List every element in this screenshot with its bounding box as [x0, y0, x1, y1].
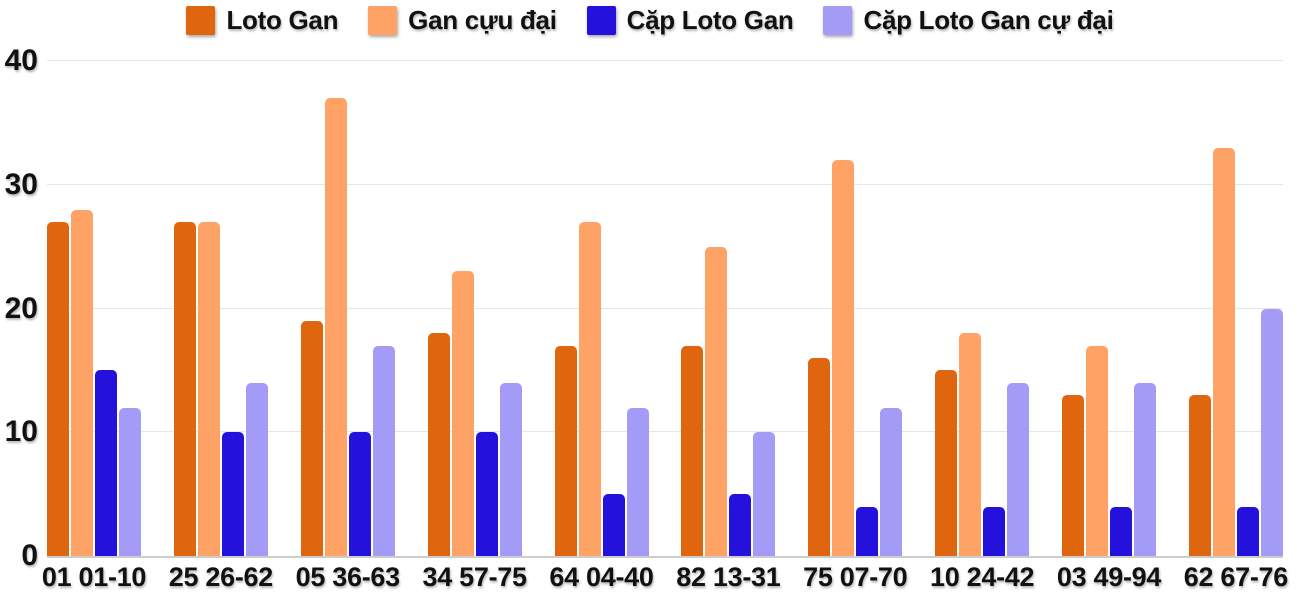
bar-loto-gan[interactable]	[173, 221, 196, 556]
y-axis-tick-label: 30	[4, 167, 38, 201]
bar-cap-loto-gan[interactable]	[348, 432, 371, 556]
y-axis-tick-label: 40	[4, 44, 38, 77]
bar-cap-loto-gan-cu-dai[interactable]	[499, 382, 522, 556]
bar-group	[173, 61, 268, 556]
x-axis-category-label: 75 07-70	[803, 562, 908, 592]
bar-loto-gan[interactable]	[935, 370, 958, 556]
y-axis: 0 10 20 30 40	[0, 46, 38, 571]
bar-cap-loto-gan[interactable]	[221, 432, 244, 556]
bar-gan-cuu-dai[interactable]	[578, 221, 601, 556]
bar-group	[300, 61, 395, 556]
bar-cap-loto-gan[interactable]	[602, 494, 625, 556]
bar-cap-loto-gan[interactable]	[1110, 506, 1132, 556]
bar-cap-loto-gan-cu-dai[interactable]	[626, 407, 649, 556]
x-axis-category-label: 05 36-63	[295, 562, 401, 592]
bar-group	[1062, 61, 1156, 556]
bar-loto-gan[interactable]	[47, 221, 69, 556]
bar-cap-loto-gan-cu-dai[interactable]	[1007, 382, 1030, 556]
chart-legend: Loto Gan Gan cựu đại Cặp Loto Gan Cặp Loto …	[0, 5, 1300, 36]
bar-group	[427, 61, 522, 556]
bar-gan-cuu-dai[interactable]	[705, 246, 728, 556]
bar-group	[681, 61, 776, 556]
bar-cap-loto-gan-cu-dai[interactable]	[245, 382, 268, 556]
bar-loto-gan[interactable]	[1188, 395, 1211, 556]
bar-loto-gan[interactable]	[808, 358, 831, 556]
legend-label: Cặp Loto Gan	[626, 5, 794, 35]
y-axis-tick-label: 0	[21, 539, 38, 572]
x-axis-category-label: 10 24-42	[930, 562, 1035, 592]
bar-group	[935, 61, 1030, 556]
legend-item-loto-gan: Loto Gan	[186, 5, 338, 36]
legend-item-cap-loto-gan: Cặp Loto Gan	[586, 5, 794, 36]
legend-label: Cặp Loto Gan cự đại	[863, 5, 1114, 35]
bar-group	[808, 61, 903, 556]
bar-loto-gan[interactable]	[554, 345, 577, 556]
legend-label: Loto Gan	[226, 5, 339, 35]
x-axis-category-label: 82 13-31	[676, 562, 781, 592]
bar-cap-loto-gan[interactable]	[475, 432, 498, 556]
bar-gan-cuu-dai[interactable]	[1086, 345, 1108, 556]
legend-swatch-icon	[368, 6, 398, 35]
legend-swatch-icon	[186, 6, 216, 35]
bar-loto-gan[interactable]	[427, 333, 450, 556]
bar-cap-loto-gan[interactable]	[983, 506, 1006, 556]
x-axis-category-label: 34 57-75	[422, 562, 528, 592]
y-axis-tick-label: 20	[4, 291, 38, 325]
bar-group	[47, 61, 141, 556]
bar-gan-cuu-dai[interactable]	[959, 333, 982, 556]
legend-item-cap-loto-gan-cu-dai: Cặp Loto Gan cự đại	[823, 5, 1114, 36]
bar-cap-loto-gan-cu-dai[interactable]	[753, 432, 776, 556]
bar-group	[1188, 61, 1283, 556]
bar-gan-cuu-dai[interactable]	[832, 160, 855, 556]
x-axis-category-label: 62 67-76	[1183, 562, 1289, 592]
bar-cap-loto-gan-cu-dai[interactable]	[1260, 308, 1283, 556]
gridline	[47, 60, 1283, 61]
legend-swatch-icon	[823, 6, 853, 35]
gridline	[47, 431, 1283, 433]
bar-cap-loto-gan[interactable]	[729, 494, 752, 556]
bar-cap-loto-gan[interactable]	[856, 506, 879, 556]
legend-label: Gan cựu đại	[408, 5, 557, 35]
bar-cap-loto-gan[interactable]	[1236, 506, 1259, 556]
bar-gan-cuu-dai[interactable]	[324, 98, 347, 556]
x-axis-category-label: 01 01-10	[41, 562, 147, 592]
bar-cap-loto-gan-cu-dai[interactable]	[119, 407, 141, 556]
bar-gan-cuu-dai[interactable]	[71, 209, 93, 556]
plot-area	[47, 60, 1283, 558]
bar-cap-loto-gan-cu-dai[interactable]	[372, 345, 395, 556]
bar-gan-cuu-dai[interactable]	[451, 271, 474, 556]
x-axis: 01 01-10 25 26-62 05 36-63 34 57-75 64 04-40…	[41, 562, 1289, 592]
bar-loto-gan[interactable]	[1062, 395, 1084, 556]
gridline	[47, 183, 1283, 185]
bar-groups	[47, 61, 1283, 556]
legend-item-gan-cuu-dai: Gan cựu đại	[368, 5, 557, 36]
bar-gan-cuu-dai[interactable]	[197, 221, 220, 556]
x-axis-category-label: 25 26-62	[168, 562, 274, 592]
bar-gan-cuu-dai[interactable]	[1212, 147, 1235, 556]
bar-group	[554, 61, 649, 556]
gridline	[47, 307, 1283, 309]
x-axis-category-label: 03 49-94	[1056, 562, 1162, 592]
bar-cap-loto-gan[interactable]	[95, 370, 117, 556]
bar-cap-loto-gan-cu-dai[interactable]	[1134, 382, 1156, 556]
y-axis-tick-label: 10	[4, 415, 38, 449]
bar-loto-gan[interactable]	[681, 345, 704, 556]
bar-loto-gan[interactable]	[300, 320, 323, 556]
bar-cap-loto-gan-cu-dai[interactable]	[880, 407, 903, 556]
x-axis-category-label: 64 04-40	[549, 562, 654, 592]
legend-swatch-icon	[586, 6, 616, 35]
